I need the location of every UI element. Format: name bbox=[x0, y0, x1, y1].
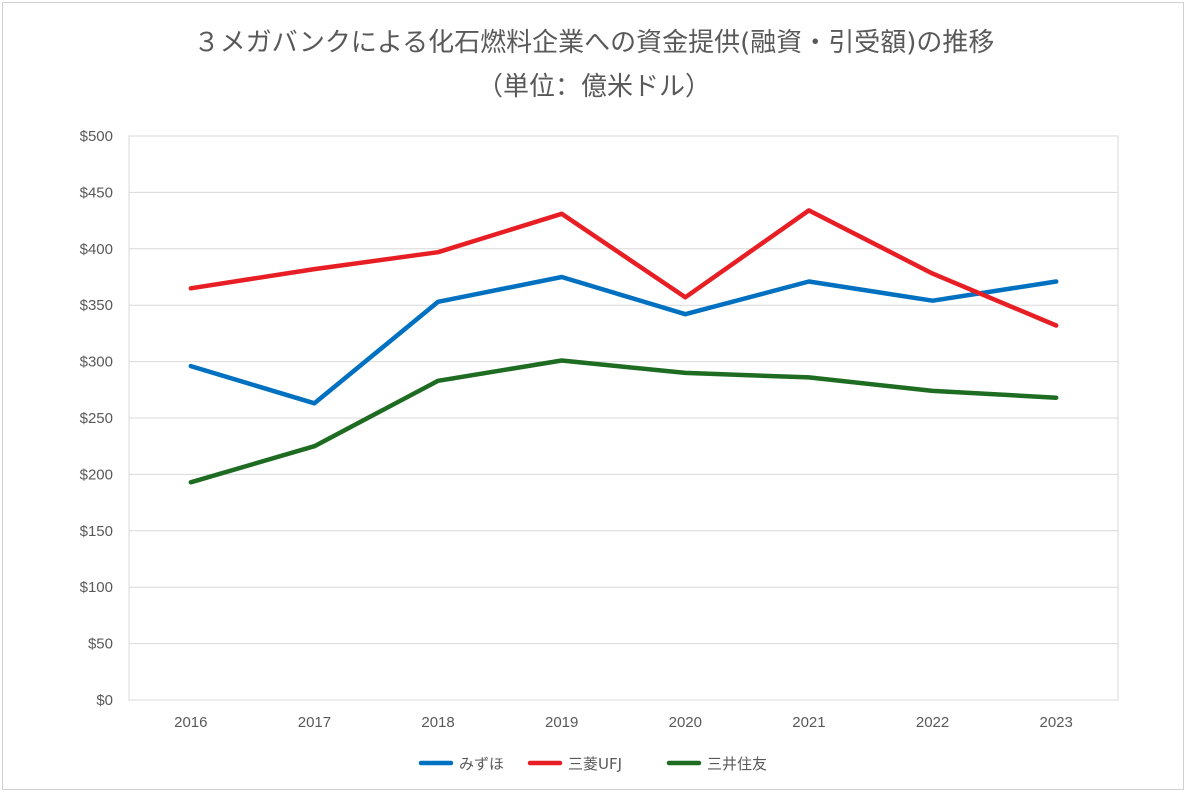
y-tick-label: $250 bbox=[80, 410, 113, 427]
series-line-2 bbox=[188, 208, 1059, 328]
x-tick-label: 2016 bbox=[174, 714, 207, 731]
y-tick-label: $500 bbox=[80, 128, 113, 145]
series-line-3 bbox=[188, 358, 1059, 485]
legend-label-2: 三菱UFJ bbox=[568, 755, 622, 773]
y-tick-label: $400 bbox=[80, 241, 113, 258]
series-line-1 bbox=[188, 274, 1059, 406]
y-tick-label: $300 bbox=[80, 354, 113, 371]
y-tick-label: $0 bbox=[96, 692, 113, 709]
y-tick-label: $200 bbox=[80, 466, 113, 483]
y-tick-label: $100 bbox=[80, 579, 113, 596]
chart-title: ３メガバンクによる化石燃料企業への資金提供(融資・引受額)の推移 bbox=[193, 28, 995, 58]
y-tick-label: $50 bbox=[88, 636, 113, 653]
legend-label-3: 三井住友 bbox=[707, 755, 767, 773]
x-tick-label: 2018 bbox=[421, 714, 454, 731]
x-tick-label: 2021 bbox=[792, 714, 825, 731]
x-tick-label: 2019 bbox=[545, 714, 578, 731]
chart-subtitle: （単位：億米ドル） bbox=[476, 72, 711, 102]
x-tick-label: 2022 bbox=[916, 714, 949, 731]
x-tick-label: 2017 bbox=[298, 714, 331, 731]
y-tick-label: $150 bbox=[80, 523, 113, 540]
x-tick-label: 2020 bbox=[669, 714, 702, 731]
legend-label-1: みずほ bbox=[459, 755, 504, 773]
y-tick-label: $450 bbox=[80, 184, 113, 201]
y-tick-label: $350 bbox=[80, 297, 113, 314]
x-tick-label: 2023 bbox=[1040, 714, 1073, 731]
